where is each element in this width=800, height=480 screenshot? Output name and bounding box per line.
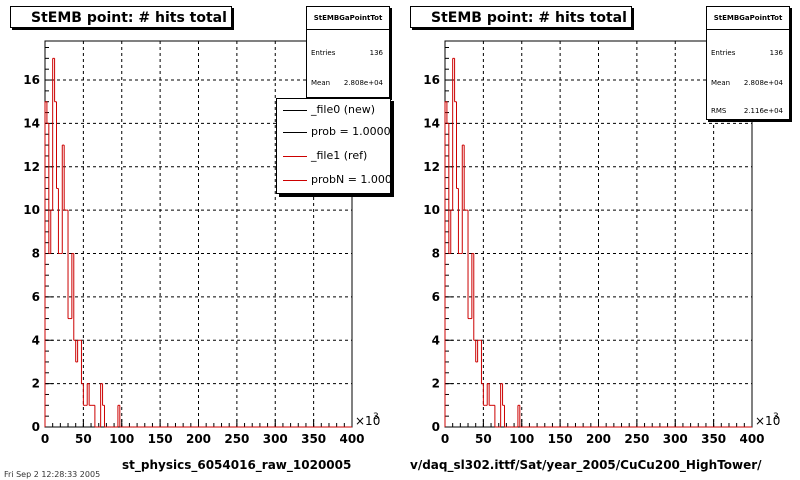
left-stats-mean-value: 2.808e+04 [343, 79, 383, 87]
right-stats-rms-label: RMS [711, 107, 727, 115]
left-stats-mean-row: Mean 2.808e+04 [311, 77, 383, 89]
left-x-tick-label: 350 [301, 432, 326, 446]
left-x-tick-label: 50 [75, 432, 92, 446]
left-stats-mean-label: Mean [311, 79, 331, 87]
left-x-tick-label: 150 [148, 432, 173, 446]
left-histogram-title: StEMB point: # hits total [10, 6, 232, 28]
right-stats-name: StEMBGaPointTot [707, 7, 789, 30]
left-x-tick-label: 250 [224, 432, 249, 446]
legend-line-prob [283, 132, 307, 133]
left-y-tick-label: 2 [32, 377, 40, 391]
right-x-tick-label: 300 [663, 432, 688, 446]
right-y-tick-label: 4 [432, 333, 440, 347]
right-x-exponent: ×10 [755, 414, 780, 428]
right-x-exponent-power: 3 [773, 412, 779, 422]
left-stats-entries-value: 136 [369, 49, 383, 57]
right-stats-entries-row: Entries 136 [711, 47, 783, 59]
right-stats-mean-row: Mean 2.808e+04 [711, 77, 783, 89]
right-y-tick-label: 10 [423, 203, 440, 217]
left-x-tick-label: 300 [263, 432, 288, 446]
right-y-tick-label: 2 [432, 377, 440, 391]
right-x-tick-label: 200 [586, 432, 611, 446]
right-x-tick-label: 350 [701, 432, 726, 446]
left-y-tick-label: 8 [32, 247, 40, 261]
left-y-tick-label: 14 [23, 116, 40, 130]
legend: _file0 (new) prob = 1.000000 _file1 (ref… [276, 98, 391, 194]
left-y-tick-label: 0 [32, 420, 40, 434]
left-x-exponent: ×10 [355, 414, 380, 428]
left-x-tick-label: 0 [41, 432, 49, 446]
right-x-axis-title: v/daq_sl302.ittf/Sat/year_2005/CuCu200_H… [410, 458, 762, 472]
right-y-tick-label: 12 [423, 160, 440, 174]
right-stats-rms-row: RMS 2.116e+04 [711, 105, 783, 117]
timestamp-footer: Fri Sep 2 12:28:33 2005 [4, 470, 101, 479]
legend-line-probN [283, 180, 307, 181]
right-y-tick-label: 16 [423, 73, 440, 87]
right-y-tick-label: 0 [432, 420, 440, 434]
right-x-tick-label: 250 [624, 432, 649, 446]
left-stats-entries-row: Entries 136 [311, 47, 383, 59]
left-x-exponent-power: 3 [373, 412, 379, 422]
right-stats-entries-label: Entries [711, 49, 736, 57]
right-stats-rms-value: 2.116e+04 [743, 107, 783, 115]
left-y-tick-label: 16 [23, 73, 40, 87]
right-histogram-title: StEMB point: # hits total [410, 6, 632, 28]
right-stats-box: StEMBGaPointTot Entries 136 Mean 2.808e+… [706, 6, 790, 120]
right-x-tick-label: 0 [441, 432, 449, 446]
right-x-tick-label: 100 [509, 432, 534, 446]
legend-line-file1 [283, 156, 307, 157]
left-x-tick-label: 400 [339, 432, 364, 446]
legend-line-file0 [283, 110, 307, 111]
right-stats-mean-label: Mean [711, 79, 731, 87]
left-y-tick-label: 10 [23, 203, 40, 217]
left-x-axis-title: st_physics_6054016_raw_1020005 [122, 458, 352, 472]
left-y-tick-label: 12 [23, 160, 40, 174]
legend-label-file1: _file1 (ref) [311, 149, 368, 162]
left-x-tick-label: 100 [109, 432, 134, 446]
right-x-tick-label: 50 [475, 432, 492, 446]
left-stats-box: StEMBGaPointTot Entries 136 Mean 2.808e+… [306, 6, 390, 98]
legend-label-prob: prob = 1.000000 [311, 125, 391, 138]
left-y-tick-label: 4 [32, 333, 40, 347]
right-x-tick-label: 400 [739, 432, 764, 446]
left-y-tick-label: 6 [32, 290, 40, 304]
legend-label-probN: probN = 1.000000 [311, 173, 390, 186]
right-y-tick-label: 8 [432, 247, 440, 261]
right-y-tick-label: 6 [432, 290, 440, 304]
right-y-tick-label: 14 [423, 116, 440, 130]
right-stats-mean-value: 2.808e+04 [743, 79, 783, 87]
left-stats-name: StEMBGaPointTot [307, 7, 389, 30]
right-stats-entries-value: 136 [769, 49, 783, 57]
left-stats-entries-label: Entries [311, 49, 336, 57]
right-x-tick-label: 150 [548, 432, 573, 446]
legend-label-file0: _file0 (new) [311, 103, 376, 116]
left-x-tick-label: 200 [186, 432, 211, 446]
